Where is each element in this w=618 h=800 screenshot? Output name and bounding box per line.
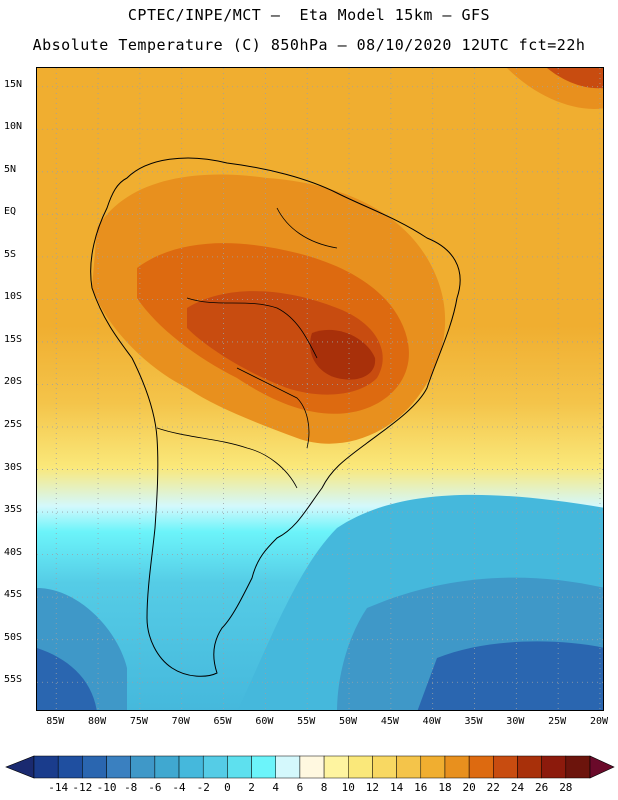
lon-tick-label: 35W xyxy=(464,716,483,727)
field-24-26 xyxy=(309,329,376,380)
colorbar-swatch xyxy=(565,755,591,779)
colorbar-label: 2 xyxy=(248,781,255,794)
colorbar-swatch xyxy=(82,755,107,779)
colorbar-label: 4 xyxy=(272,781,280,794)
lon-tick-label: 40W xyxy=(422,716,441,727)
coastline-south-america xyxy=(90,157,461,677)
lat-tick-label: 50S xyxy=(4,631,23,643)
lat-tick-label: EQ xyxy=(4,206,17,218)
lon-tick-label: 80W xyxy=(88,716,107,727)
field-cold-west-2 xyxy=(37,648,97,710)
colorbar xyxy=(5,755,615,779)
colorbar-swatch xyxy=(275,755,301,779)
lat-tick-label: 10S xyxy=(4,291,23,303)
field-ne-hot xyxy=(547,68,603,89)
colorbar-swatch xyxy=(227,755,252,779)
colorbar-swatch xyxy=(202,755,228,779)
colorbar-label: 18 xyxy=(438,781,452,794)
colorbar-swatch xyxy=(33,755,59,779)
lon-tick-label: 50W xyxy=(338,716,358,727)
colorbar-swatch xyxy=(106,755,131,779)
lat-tick-label: 5S xyxy=(4,248,17,260)
colorbar-swatch xyxy=(541,755,567,779)
colorbar-label: 12 xyxy=(365,781,380,794)
colorbar-label: 22 xyxy=(486,781,500,794)
colorbar-label: 20 xyxy=(462,781,476,794)
lon-tick-label: 65W xyxy=(213,716,232,727)
colorbar-label: -4 xyxy=(172,781,186,794)
colorbar-swatch xyxy=(299,755,325,779)
colorbar-label: 10 xyxy=(341,781,355,794)
lat-tick-label: 35S xyxy=(4,504,23,516)
colorbar-swatch xyxy=(396,755,422,779)
colorbar-label: 14 xyxy=(389,781,404,794)
lon-tick-label: 30W xyxy=(506,716,525,727)
colorbar-swatch xyxy=(493,755,518,779)
lat-tick-label: 15N xyxy=(4,78,23,90)
colorbar-swatch xyxy=(57,755,83,779)
colorbar-swatch xyxy=(444,755,470,779)
colorbar-label: -8 xyxy=(124,781,138,794)
colorbar-label: 6 xyxy=(296,781,304,794)
lat-tick-label: 55S xyxy=(4,674,23,686)
lat-tick-label: 20S xyxy=(4,376,23,388)
colorbar-label: 26 xyxy=(535,781,549,794)
title-line-2: Absolute Temperature (C) 850hPa – 08/10/… xyxy=(32,36,586,54)
lon-tick-label: 45W xyxy=(380,716,399,727)
colorbar-swatch xyxy=(323,755,349,779)
colorbar-swatch xyxy=(130,755,156,779)
lat-tick-label: 25S xyxy=(4,419,23,430)
colorbar-high-arrow xyxy=(589,755,615,779)
colorbar-label: 8 xyxy=(320,781,328,794)
colorbar-low-arrow xyxy=(5,755,35,779)
lon-tick-label: 60W xyxy=(255,716,274,727)
lat-tick-label: 5N xyxy=(4,163,17,175)
colorbar-swatch xyxy=(348,755,373,779)
lon-tick-label: 25W xyxy=(548,716,567,727)
colorbar-label: 24 xyxy=(510,781,525,794)
country-borders xyxy=(156,207,338,489)
colorbar-label: -6 xyxy=(148,781,162,794)
lat-tick-label: 40S xyxy=(4,546,23,558)
colorbar-label: -10 xyxy=(96,781,117,794)
colorbar-swatch xyxy=(517,755,542,779)
colorbar-swatch xyxy=(251,755,276,779)
lon-tick-label: 70W xyxy=(171,716,190,727)
lat-tick-label: 30S xyxy=(4,461,23,473)
colorbar-label: 16 xyxy=(414,781,428,794)
colorbar-label: -12 xyxy=(72,781,93,794)
lon-tick-label: 75W xyxy=(129,716,148,727)
colorbar-label: 28 xyxy=(559,781,573,794)
field-cold-3 xyxy=(417,641,603,710)
lon-tick-label: 85W xyxy=(46,716,65,727)
colorbar-swatch xyxy=(468,755,494,779)
temperature-map xyxy=(36,67,604,711)
lat-tick-label: 45S xyxy=(4,589,23,601)
lat-tick-label: 10N xyxy=(4,121,23,133)
colorbar-swatch xyxy=(420,755,446,779)
lon-tick-label: 55W xyxy=(297,716,316,727)
colorbar-swatch xyxy=(178,755,204,779)
title-line-1: CPTEC/INPE/MCT – Eta Model 15km – GFS xyxy=(127,6,491,24)
colorbar-swatch xyxy=(154,755,180,779)
colorbar-label: -14 xyxy=(48,781,69,794)
colorbar-label: 0 xyxy=(224,781,231,794)
colorbar-swatch xyxy=(372,755,397,779)
lat-tick-label: 15S xyxy=(4,333,23,345)
lon-tick-label: 20W xyxy=(589,716,608,727)
colorbar-label: -2 xyxy=(196,781,210,794)
